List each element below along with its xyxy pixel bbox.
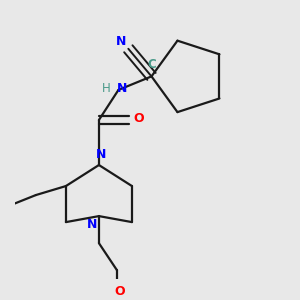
Text: C: C xyxy=(148,58,156,70)
Text: H: H xyxy=(102,82,111,95)
Text: N: N xyxy=(116,35,126,48)
Text: N: N xyxy=(117,82,127,95)
Text: N: N xyxy=(96,148,106,160)
Text: N: N xyxy=(87,218,98,231)
Text: O: O xyxy=(115,285,125,298)
Text: O: O xyxy=(134,112,144,125)
